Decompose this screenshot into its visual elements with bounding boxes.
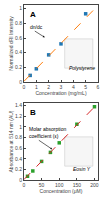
svg-text:0: 0	[19, 79, 22, 85]
svg-text:Molar absorptioncoefficient (ε: Molar absorptioncoefficient (ε)	[29, 126, 66, 139]
svg-text:0.4: 0.4	[15, 156, 22, 162]
svg-text:0: 0	[23, 84, 26, 90]
svg-text:0.2: 0.2	[15, 64, 22, 70]
svg-text:0: 0	[19, 177, 22, 183]
svg-text:dn/dc: dn/dc	[30, 24, 43, 30]
svg-text:0.4: 0.4	[15, 49, 22, 55]
svg-text:4: 4	[72, 84, 75, 90]
svg-text:0.8: 0.8	[15, 20, 22, 26]
svg-text:6: 6	[97, 84, 100, 90]
svg-text:100: 100	[55, 182, 64, 188]
svg-text:0.6: 0.6	[15, 145, 22, 151]
svg-text:1.4: 1.4	[15, 102, 22, 108]
svg-text:Polystyrene: Polystyrene	[69, 65, 95, 71]
svg-text:50: 50	[39, 182, 45, 188]
svg-text:0: 0	[23, 182, 26, 188]
svg-text:Normalized dRI Intensity: Normalized dRI Intensity	[8, 16, 14, 71]
svg-text:B: B	[30, 108, 36, 117]
svg-text:2: 2	[47, 84, 50, 90]
svg-text:0.8: 0.8	[15, 134, 22, 140]
svg-text:Absorbance at 514 nm (AU): Absorbance at 514 nm (AU)	[8, 110, 14, 172]
svg-text:1.2: 1.2	[15, 113, 22, 119]
svg-text:Concentration (mg/mL): Concentration (mg/mL)	[35, 90, 86, 96]
svg-text:1: 1	[19, 124, 22, 130]
svg-text:200: 200	[90, 182, 99, 188]
svg-text:5: 5	[84, 84, 87, 90]
svg-text:Eosin Y: Eosin Y	[73, 166, 91, 172]
svg-text:3: 3	[60, 84, 63, 90]
svg-text:0.2: 0.2	[15, 166, 22, 172]
svg-text:1: 1	[19, 5, 22, 11]
svg-text:A: A	[30, 10, 36, 19]
svg-text:Concentration (μM): Concentration (μM)	[40, 188, 83, 194]
svg-text:150: 150	[73, 182, 82, 188]
svg-text:0.6: 0.6	[15, 35, 22, 41]
svg-text:1: 1	[35, 84, 38, 90]
